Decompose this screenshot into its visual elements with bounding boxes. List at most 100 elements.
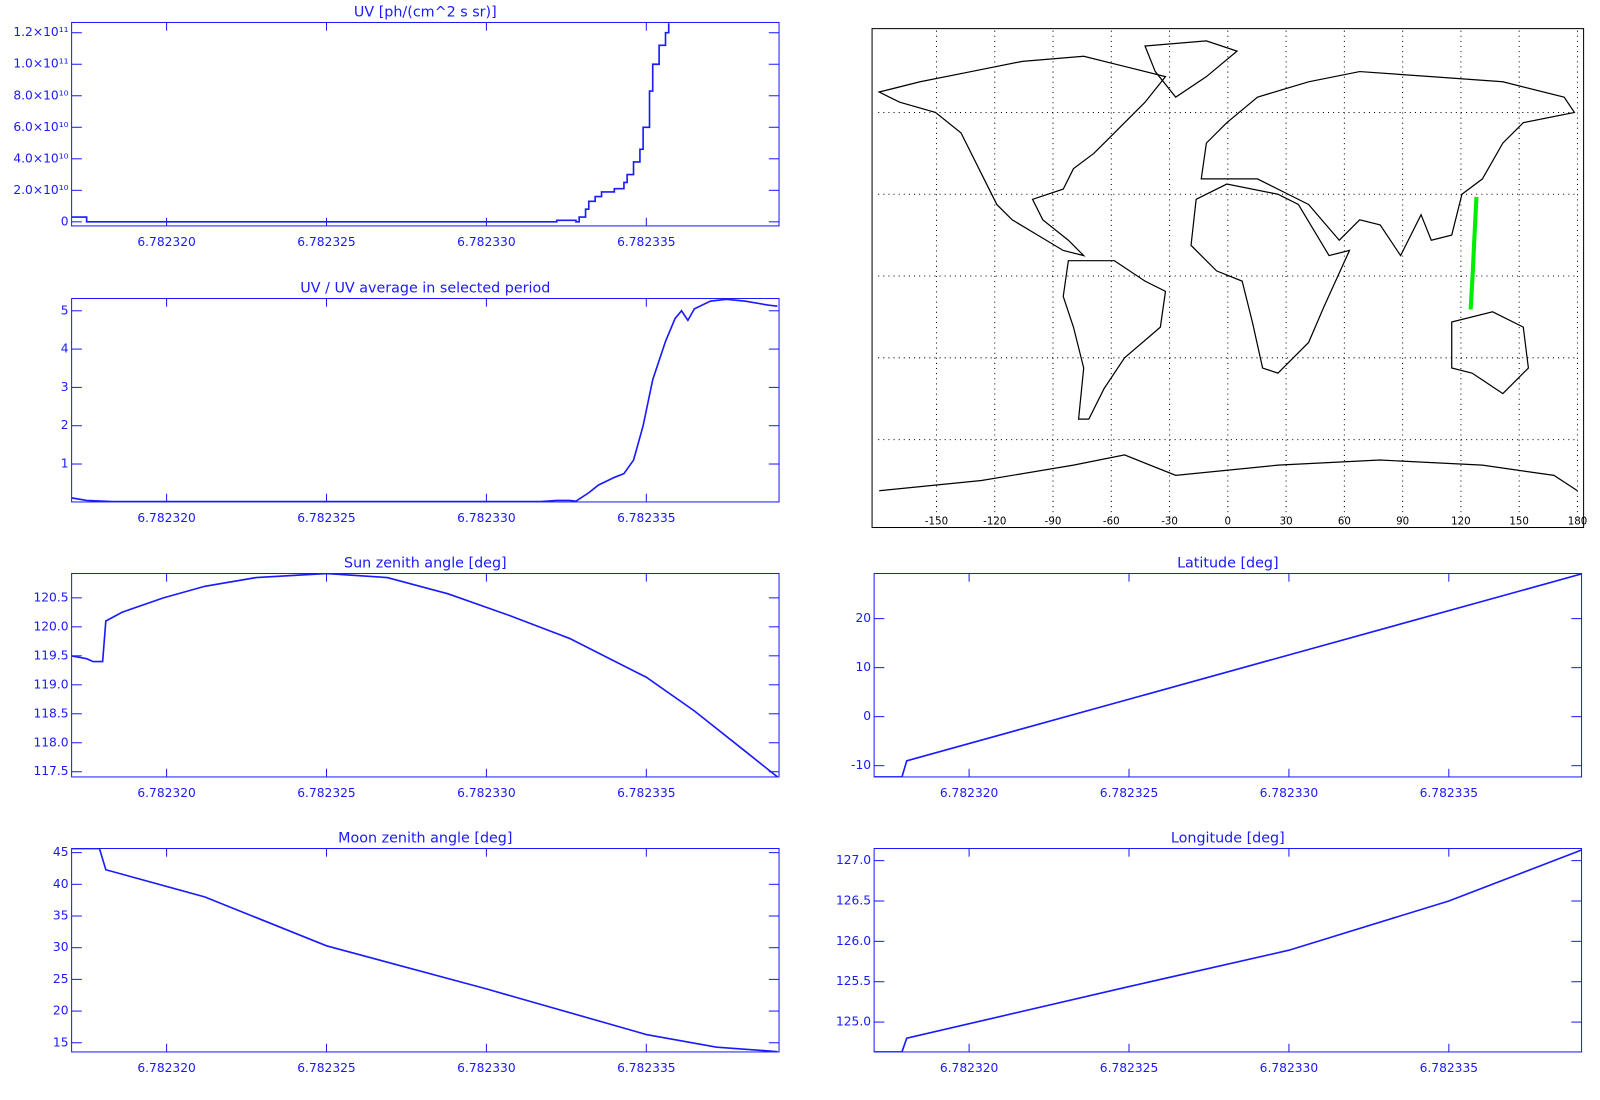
chart: Longitude [deg] 6.782320 6.782325 6.782330 6… [836, 830, 1583, 1075]
y-tick-label: 2.0×10¹⁰ [13, 183, 68, 197]
y-tick-label: 1.2×10¹¹ [13, 25, 68, 39]
y-tick-label: 4.0×10¹⁰ [13, 151, 68, 165]
y-tick-label: 117.5 [33, 764, 68, 778]
plot-frame [71, 21, 780, 227]
x-tick-label: 6.782320 [940, 786, 998, 800]
y-tick-label: 6.0×10¹⁰ [13, 120, 68, 134]
x-tick-label: 6.782330 [1260, 786, 1318, 800]
x-tick-label: 6.782335 [617, 786, 675, 800]
plot-frame [71, 298, 780, 503]
chart: UV / UV average in selected period 6.7823… [61, 280, 780, 525]
x-tick-label: 6.782320 [137, 786, 195, 800]
y-tick-label: 126.5 [836, 893, 871, 907]
australia [1451, 311, 1530, 395]
x-tick-label: 6.782335 [617, 1061, 675, 1075]
y-tick-label: 10 [855, 660, 871, 674]
y-tick-label: 125.0 [836, 1015, 871, 1029]
x-tick-label: 6.782330 [457, 1061, 515, 1075]
y-tick-label: 3 [61, 380, 69, 394]
x-tick-label: 6.782330 [457, 511, 515, 525]
x-tick-label: 6.782320 [137, 511, 195, 525]
eurasia [1200, 70, 1576, 257]
y-tick-label: 15 [53, 1035, 69, 1049]
x-tick-label: -90 [1045, 516, 1062, 527]
data-line [71, 573, 778, 777]
x-tick-label: 6.782330 [457, 786, 515, 800]
chart: Sun zenith angle [deg] 6.782320 6.782325 6.… [33, 555, 780, 800]
chart: -150 -120 -90 -60 -30 0 30 60 90 120 150 180 [871, 28, 1588, 529]
x-tick-label: 6.782320 [137, 1061, 195, 1075]
x-tick-label: 60 [1338, 516, 1351, 527]
map-frame [871, 28, 1585, 529]
south-america [1062, 260, 1167, 420]
antarctica [879, 454, 1578, 492]
x-tick-label: 6.782325 [297, 511, 355, 525]
x-tick-label: -30 [1161, 516, 1178, 527]
chart: Moon zenith angle [deg] 6.782320 6.782325 6… [53, 830, 780, 1075]
y-tick-label: 120.5 [33, 590, 68, 604]
plot-frame [71, 848, 780, 1053]
plot-frame [873, 848, 1583, 1053]
greenland [1144, 40, 1239, 98]
chart-title: Sun zenith angle [deg] [344, 555, 507, 571]
y-tick-label: 4 [61, 342, 69, 356]
chart-title: Longitude [deg] [1171, 830, 1285, 846]
data-line [874, 573, 1582, 777]
chart-title: Moon zenith angle [deg] [338, 830, 512, 846]
x-tick-label: 180 [1568, 516, 1588, 527]
y-tick-label: 25 [53, 972, 69, 986]
y-tick-label: 119.0 [33, 677, 68, 691]
plot-frame [71, 573, 780, 778]
x-tick-label: 6.782325 [297, 235, 355, 249]
y-tick-label: 127.0 [836, 853, 871, 867]
x-tick-label: -60 [1103, 516, 1120, 527]
y-tick-label: 118.0 [33, 735, 68, 749]
y-tick-label: 8.0×10¹⁰ [13, 88, 68, 102]
coastlines [877, 40, 1578, 492]
y-tick-label: 35 [53, 909, 69, 923]
x-tick-label: 6.782335 [617, 511, 675, 525]
y-tick-label: 20 [53, 1004, 69, 1018]
x-tick-label: 6.782330 [457, 235, 515, 249]
y-tick-label: 5 [61, 303, 69, 317]
y-tick-label: 119.5 [33, 648, 68, 662]
y-tick-label: 2 [61, 418, 69, 432]
chart-title: Latitude [deg] [1177, 555, 1279, 571]
x-tick-label: 150 [1509, 516, 1529, 527]
y-tick-label: 30 [53, 940, 69, 954]
ground-track [1468, 196, 1479, 310]
y-tick-label: 0 [863, 709, 871, 723]
x-tick-label: 90 [1396, 516, 1409, 527]
x-tick-label: 6.782325 [1100, 786, 1158, 800]
x-tick-label: 120 [1451, 516, 1471, 527]
y-tick-label: 125.5 [836, 974, 871, 988]
data-line [71, 23, 670, 223]
x-tick-label: 6.782325 [297, 786, 355, 800]
data-line [71, 848, 778, 1052]
x-tick-label: 6.782330 [1260, 1061, 1318, 1075]
y-tick-label: 126.0 [836, 934, 871, 948]
data-line [71, 298, 778, 502]
chart-title: UV [ph/(cm^2 s sr)] [354, 4, 497, 20]
north-america [877, 55, 1167, 257]
y-tick-label: 40 [53, 877, 69, 891]
y-tick-label: 118.5 [33, 706, 68, 720]
y-tick-label: 1 [61, 457, 69, 471]
x-tick-label: 6.782325 [297, 1061, 355, 1075]
y-tick-label: -10 [851, 758, 871, 772]
plot-frame [873, 573, 1583, 778]
y-tick-label: 0 [61, 214, 69, 228]
y-tick-label: 120.0 [33, 619, 68, 633]
x-tick-label: 6.782320 [940, 1061, 998, 1075]
x-tick-label: 6.782335 [617, 235, 675, 249]
x-tick-label: 6.782335 [1420, 786, 1478, 800]
x-tick-label: 30 [1280, 516, 1293, 527]
africa [1190, 183, 1351, 374]
x-tick-label: 0 [1225, 516, 1232, 527]
chart: UV [ph/(cm^2 s sr)] 6.782320 6.782325 6.782… [13, 4, 780, 249]
chart-title: UV / UV average in selected period [300, 280, 550, 296]
x-tick-label: -150 [925, 516, 948, 527]
x-tick-label: 6.782320 [137, 235, 195, 249]
